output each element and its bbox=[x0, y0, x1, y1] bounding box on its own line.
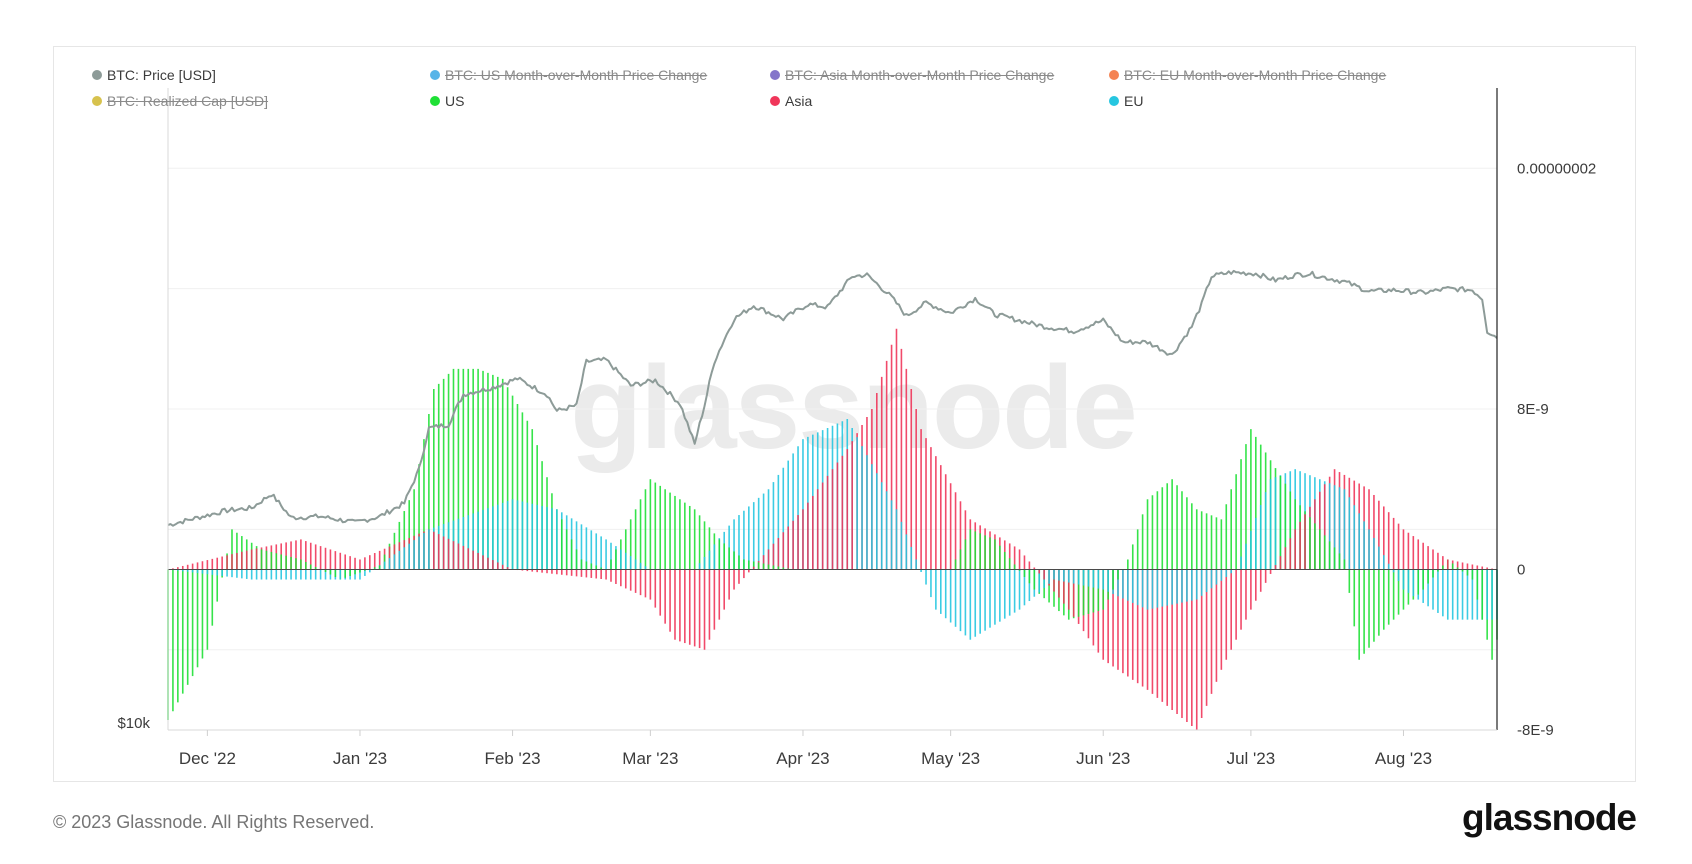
legend-label: BTC: Asia Month-over-Month Price Change bbox=[785, 67, 1055, 83]
x-axis-tick: Feb '23 bbox=[484, 749, 540, 768]
legend-dot-icon bbox=[92, 70, 102, 80]
legend-realized-cap[interactable]: BTC: Realized Cap [USD] bbox=[92, 93, 268, 109]
legend-dot-icon bbox=[430, 96, 440, 106]
legend-dot-icon bbox=[430, 70, 440, 80]
axes bbox=[167, 88, 1498, 731]
legend-price[interactable]: BTC: Price [USD] bbox=[92, 67, 216, 83]
legend-dot-icon bbox=[770, 96, 780, 106]
legend-eu-mom[interactable]: BTC: EU Month-over-Month Price Change bbox=[1109, 67, 1386, 83]
price-series bbox=[167, 269, 1498, 527]
right-axis-tick: -8E-9 bbox=[1517, 722, 1554, 739]
right-axis-ticks: 0.00000002 8E-9 0 -8E-9 bbox=[1517, 160, 1596, 739]
glassnode-watermark: glassnode bbox=[570, 342, 1136, 474]
legend-dot-icon bbox=[1109, 70, 1119, 80]
x-axis-tick: Aug '23 bbox=[1375, 749, 1432, 768]
legend-label: BTC: Realized Cap [USD] bbox=[107, 93, 269, 109]
x-axis-tick: Apr '23 bbox=[776, 749, 829, 768]
legend-label: BTC: EU Month-over-Month Price Change bbox=[1124, 67, 1387, 83]
legend-dot-icon bbox=[92, 96, 102, 106]
legend-label: US bbox=[445, 93, 465, 109]
x-axis-ticks: Dec '22 Jan '23 Feb '23 Mar '23 Apr '23 May '… bbox=[179, 730, 1432, 768]
right-axis-tick: 8E-9 bbox=[1517, 401, 1549, 418]
bar-series bbox=[167, 328, 1498, 730]
legend-label: EU bbox=[1124, 93, 1144, 109]
legend-label: Asia bbox=[785, 93, 813, 109]
legend-us-mom[interactable]: BTC: US Month-over-Month Price Change bbox=[430, 67, 707, 83]
legend-label: BTC: US Month-over-Month Price Change bbox=[445, 67, 708, 83]
legend-us[interactable]: US bbox=[430, 93, 464, 109]
gridlines bbox=[168, 167, 1497, 651]
right-axis-tick: 0.00000002 bbox=[1517, 160, 1596, 177]
legend-asia-mom[interactable]: BTC: Asia Month-over-Month Price Change bbox=[770, 67, 1054, 83]
x-axis-tick: Mar '23 bbox=[622, 749, 678, 768]
x-axis-tick: May '23 bbox=[921, 749, 980, 768]
copyright-text: © 2023 Glassnode. All Rights Reserved. bbox=[53, 812, 375, 832]
x-axis-tick: Dec '22 bbox=[179, 749, 236, 768]
right-axis-tick: 0 bbox=[1517, 562, 1525, 579]
left-axis-label: $10k bbox=[117, 715, 150, 732]
glassnode-logo: glassnode bbox=[1462, 797, 1637, 838]
x-axis-tick: Jun '23 bbox=[1076, 749, 1130, 768]
legend-label: BTC: Price [USD] bbox=[107, 67, 216, 83]
legend-dot-icon bbox=[1109, 96, 1119, 106]
x-axis-tick: Jul '23 bbox=[1227, 749, 1276, 768]
x-axis-tick: Jan '23 bbox=[333, 749, 387, 768]
legend-asia[interactable]: Asia bbox=[770, 93, 812, 109]
legend-dot-icon bbox=[770, 70, 780, 80]
legend-eu[interactable]: EU bbox=[1109, 93, 1143, 109]
price-line bbox=[167, 269, 1498, 527]
